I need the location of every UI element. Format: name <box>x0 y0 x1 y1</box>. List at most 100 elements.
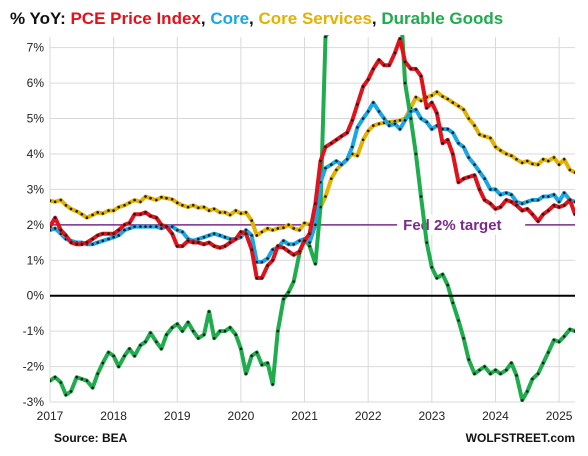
series-point-1 <box>441 273 444 276</box>
series-point-1 <box>319 205 322 209</box>
series-point-2 <box>372 101 375 104</box>
series-point-2 <box>207 234 211 237</box>
y-tick-label: 2% <box>27 218 45 232</box>
series-point-1 <box>228 326 232 329</box>
series-point-1 <box>505 368 508 372</box>
series-point-1 <box>462 336 465 340</box>
series-point-3 <box>330 142 333 145</box>
series-point-1 <box>133 354 136 358</box>
series-point-0 <box>228 213 232 217</box>
series-point-2 <box>244 228 248 232</box>
series-point-1 <box>557 340 561 344</box>
series-point-2 <box>483 177 486 180</box>
series-point-3 <box>107 232 110 235</box>
series-point-2 <box>314 223 317 227</box>
series-point-0 <box>505 152 508 156</box>
series-point-0 <box>435 90 439 94</box>
series-point-3 <box>276 244 280 248</box>
series-point-1 <box>473 372 476 376</box>
x-tick-label: 2018 <box>100 409 127 423</box>
series-point-0 <box>276 227 280 230</box>
series-point-3 <box>228 241 232 244</box>
series-point-1 <box>451 301 455 305</box>
series-point-1 <box>59 381 63 384</box>
series-point-3 <box>562 204 566 207</box>
title-part-5: Core Services <box>259 9 372 28</box>
series-point-2 <box>494 188 497 191</box>
series-point-0 <box>520 161 524 165</box>
title-part-2: , <box>201 9 210 28</box>
series-point-3 <box>419 74 423 78</box>
series-point-2 <box>128 227 131 230</box>
series-point-1 <box>483 365 486 368</box>
series-point-0 <box>123 204 126 207</box>
series-point-1 <box>186 321 190 324</box>
fed-target-label-bg <box>397 214 526 235</box>
series-point-1 <box>510 361 513 365</box>
series-point-1 <box>223 329 227 333</box>
series-point-3 <box>568 198 572 202</box>
series-point-1 <box>324 35 327 39</box>
series-point-2 <box>510 193 513 196</box>
series-point-0 <box>330 177 333 180</box>
series-point-2 <box>393 122 397 126</box>
series-point-0 <box>573 171 575 174</box>
series-point-0 <box>292 227 296 230</box>
series-point-2 <box>489 188 492 191</box>
series-point-3 <box>462 177 465 180</box>
series-point-0 <box>414 95 418 99</box>
series-point-1 <box>170 326 174 329</box>
series-point-0 <box>451 101 455 104</box>
series-point-0 <box>557 163 561 166</box>
series-point-1 <box>218 329 222 333</box>
series-point-1 <box>435 276 439 280</box>
series-point-2 <box>139 225 142 228</box>
series-point-1 <box>202 333 206 337</box>
series-point-1 <box>112 354 115 358</box>
series-point-1 <box>403 81 407 85</box>
series-point-3 <box>499 205 502 209</box>
series-point-3 <box>382 64 386 67</box>
series-point-2 <box>149 225 152 228</box>
series-point-0 <box>117 205 120 209</box>
series-point-1 <box>467 358 471 361</box>
series-point-3 <box>239 230 243 234</box>
series-point-1 <box>107 351 110 354</box>
series-point-1 <box>255 351 259 354</box>
series-point-3 <box>340 134 343 138</box>
series-point-0 <box>260 230 264 234</box>
series-point-3 <box>197 241 200 244</box>
series-point-1 <box>419 195 423 198</box>
series-point-0 <box>441 95 444 98</box>
series-point-1 <box>85 379 89 383</box>
series-point-1 <box>128 347 131 351</box>
series-point-3 <box>489 202 492 205</box>
series-point-2 <box>467 156 471 159</box>
series-point-2 <box>531 198 534 202</box>
series-point-1 <box>207 310 211 313</box>
series-point-2 <box>101 239 105 243</box>
series-point-3 <box>552 204 556 207</box>
series-point-0 <box>510 154 513 157</box>
series-point-2 <box>96 241 99 244</box>
y-tick-label: -1% <box>23 324 45 338</box>
series-point-2 <box>419 117 423 120</box>
series-point-1 <box>568 328 572 331</box>
series-point-2 <box>282 239 285 243</box>
x-tick-label: 2017 <box>37 409 64 423</box>
series-point-1 <box>271 383 275 386</box>
series-point-0 <box>568 168 572 172</box>
series-point-3 <box>573 212 575 216</box>
series-point-3 <box>298 250 301 253</box>
series-point-0 <box>446 97 450 101</box>
title-part-4: , <box>249 9 258 28</box>
series-point-0 <box>239 212 243 215</box>
series-point-3 <box>218 246 222 250</box>
series-point-3 <box>69 241 73 244</box>
x-tick-label: 2021 <box>291 409 318 423</box>
series-point-1 <box>314 262 317 266</box>
series-point-2 <box>335 159 338 163</box>
series-point-0 <box>526 159 529 163</box>
series-point-0 <box>128 201 131 205</box>
series-point-3 <box>345 131 349 134</box>
